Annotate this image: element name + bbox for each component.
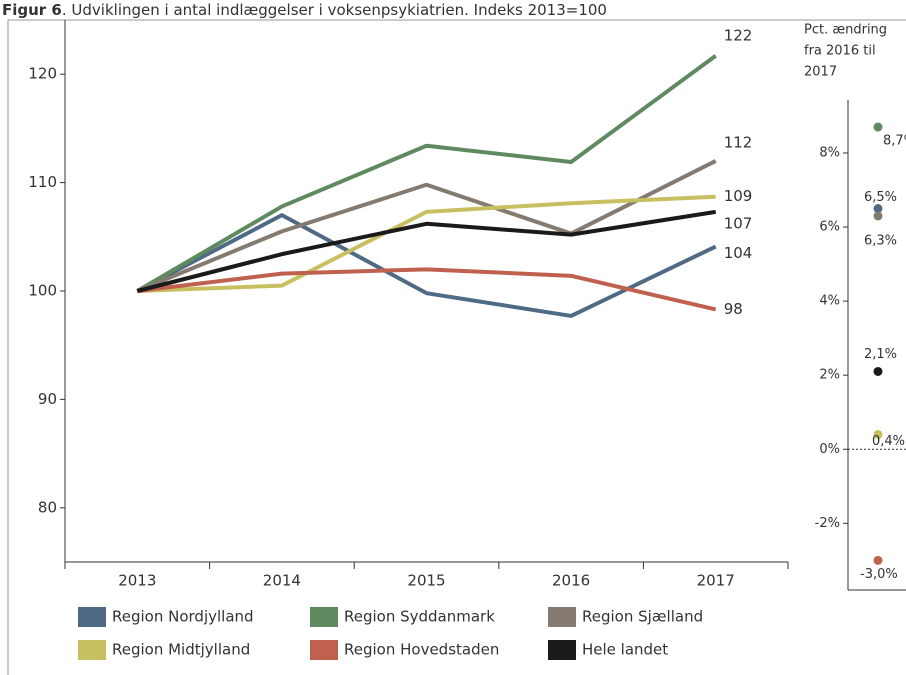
series-line	[136, 209, 717, 293]
data-label: 6,5%	[864, 190, 897, 205]
data-label: 0,4%	[872, 434, 905, 449]
y-tick-label: 2%	[819, 368, 840, 383]
dot	[873, 429, 883, 439]
series-line	[136, 159, 717, 293]
y-tick-label: 6%	[819, 220, 840, 235]
y-tick-label: -2%	[815, 516, 840, 531]
legend-swatch	[548, 640, 576, 660]
legend-label: Region Syddanmark	[344, 608, 495, 626]
legend-swatch	[78, 607, 106, 627]
figure-label: Figur 6	[2, 1, 62, 19]
figure-title: Figur 6. Udviklingen i antal indlæggelse…	[2, 1, 607, 19]
data-label: 107	[724, 214, 753, 232]
series-line	[137, 267, 717, 312]
y-tick-label: 8%	[819, 145, 840, 160]
data-label: 6,3%	[864, 233, 897, 248]
x-tick-label: 2014	[263, 572, 301, 590]
x-tick-label: 2013	[118, 572, 156, 590]
legend-label: Region Hovedstaden	[344, 641, 499, 659]
panel-title: Pct. ændring	[804, 23, 887, 38]
y-tick-label: 0%	[819, 442, 840, 457]
legend-label: Region Midtjylland	[112, 641, 250, 659]
dot	[873, 122, 883, 132]
data-label: 109	[724, 187, 753, 205]
panel-title: 2017	[804, 65, 837, 80]
legend-label: Hele landet	[582, 641, 668, 659]
dot	[873, 366, 883, 376]
x-tick-label: 2016	[552, 572, 590, 590]
data-label: 104	[724, 244, 753, 262]
series-line	[136, 213, 717, 318]
figure-title-sep: .	[62, 1, 72, 19]
chart-title: Udviklingen i antal indlæggelser i vokse…	[71, 1, 607, 19]
y-tick-label: 110	[28, 173, 57, 191]
series-line	[136, 54, 717, 293]
data-label: 98	[724, 300, 743, 318]
data-label: -3,0%	[860, 567, 898, 582]
dot	[873, 555, 883, 565]
dot	[873, 204, 883, 214]
dot	[873, 211, 883, 221]
data-label: 112	[724, 133, 753, 151]
x-tick-label: 2015	[407, 572, 445, 590]
y-tick-label: 80	[38, 498, 57, 516]
panel-title: fra 2016 til	[804, 44, 876, 59]
legend-label: Region Sjælland	[582, 608, 703, 626]
data-label: 122	[724, 26, 753, 44]
y-tick-label: 120	[28, 65, 57, 83]
frame	[7, 19, 906, 675]
data-label: 2,1%	[864, 347, 897, 362]
y-tick-label: 100	[28, 282, 57, 300]
x-tick-label: 2017	[697, 572, 735, 590]
legend-swatch	[310, 607, 338, 627]
y-tick-label: 4%	[819, 294, 840, 309]
y-tick-label: 90	[38, 390, 57, 408]
legend-swatch	[78, 640, 106, 660]
legend-label: Region Nordjylland	[112, 608, 254, 626]
legend-swatch	[310, 640, 338, 660]
legend-swatch	[548, 607, 576, 627]
series-line	[137, 194, 716, 293]
data-label: 8,7%	[883, 134, 906, 149]
